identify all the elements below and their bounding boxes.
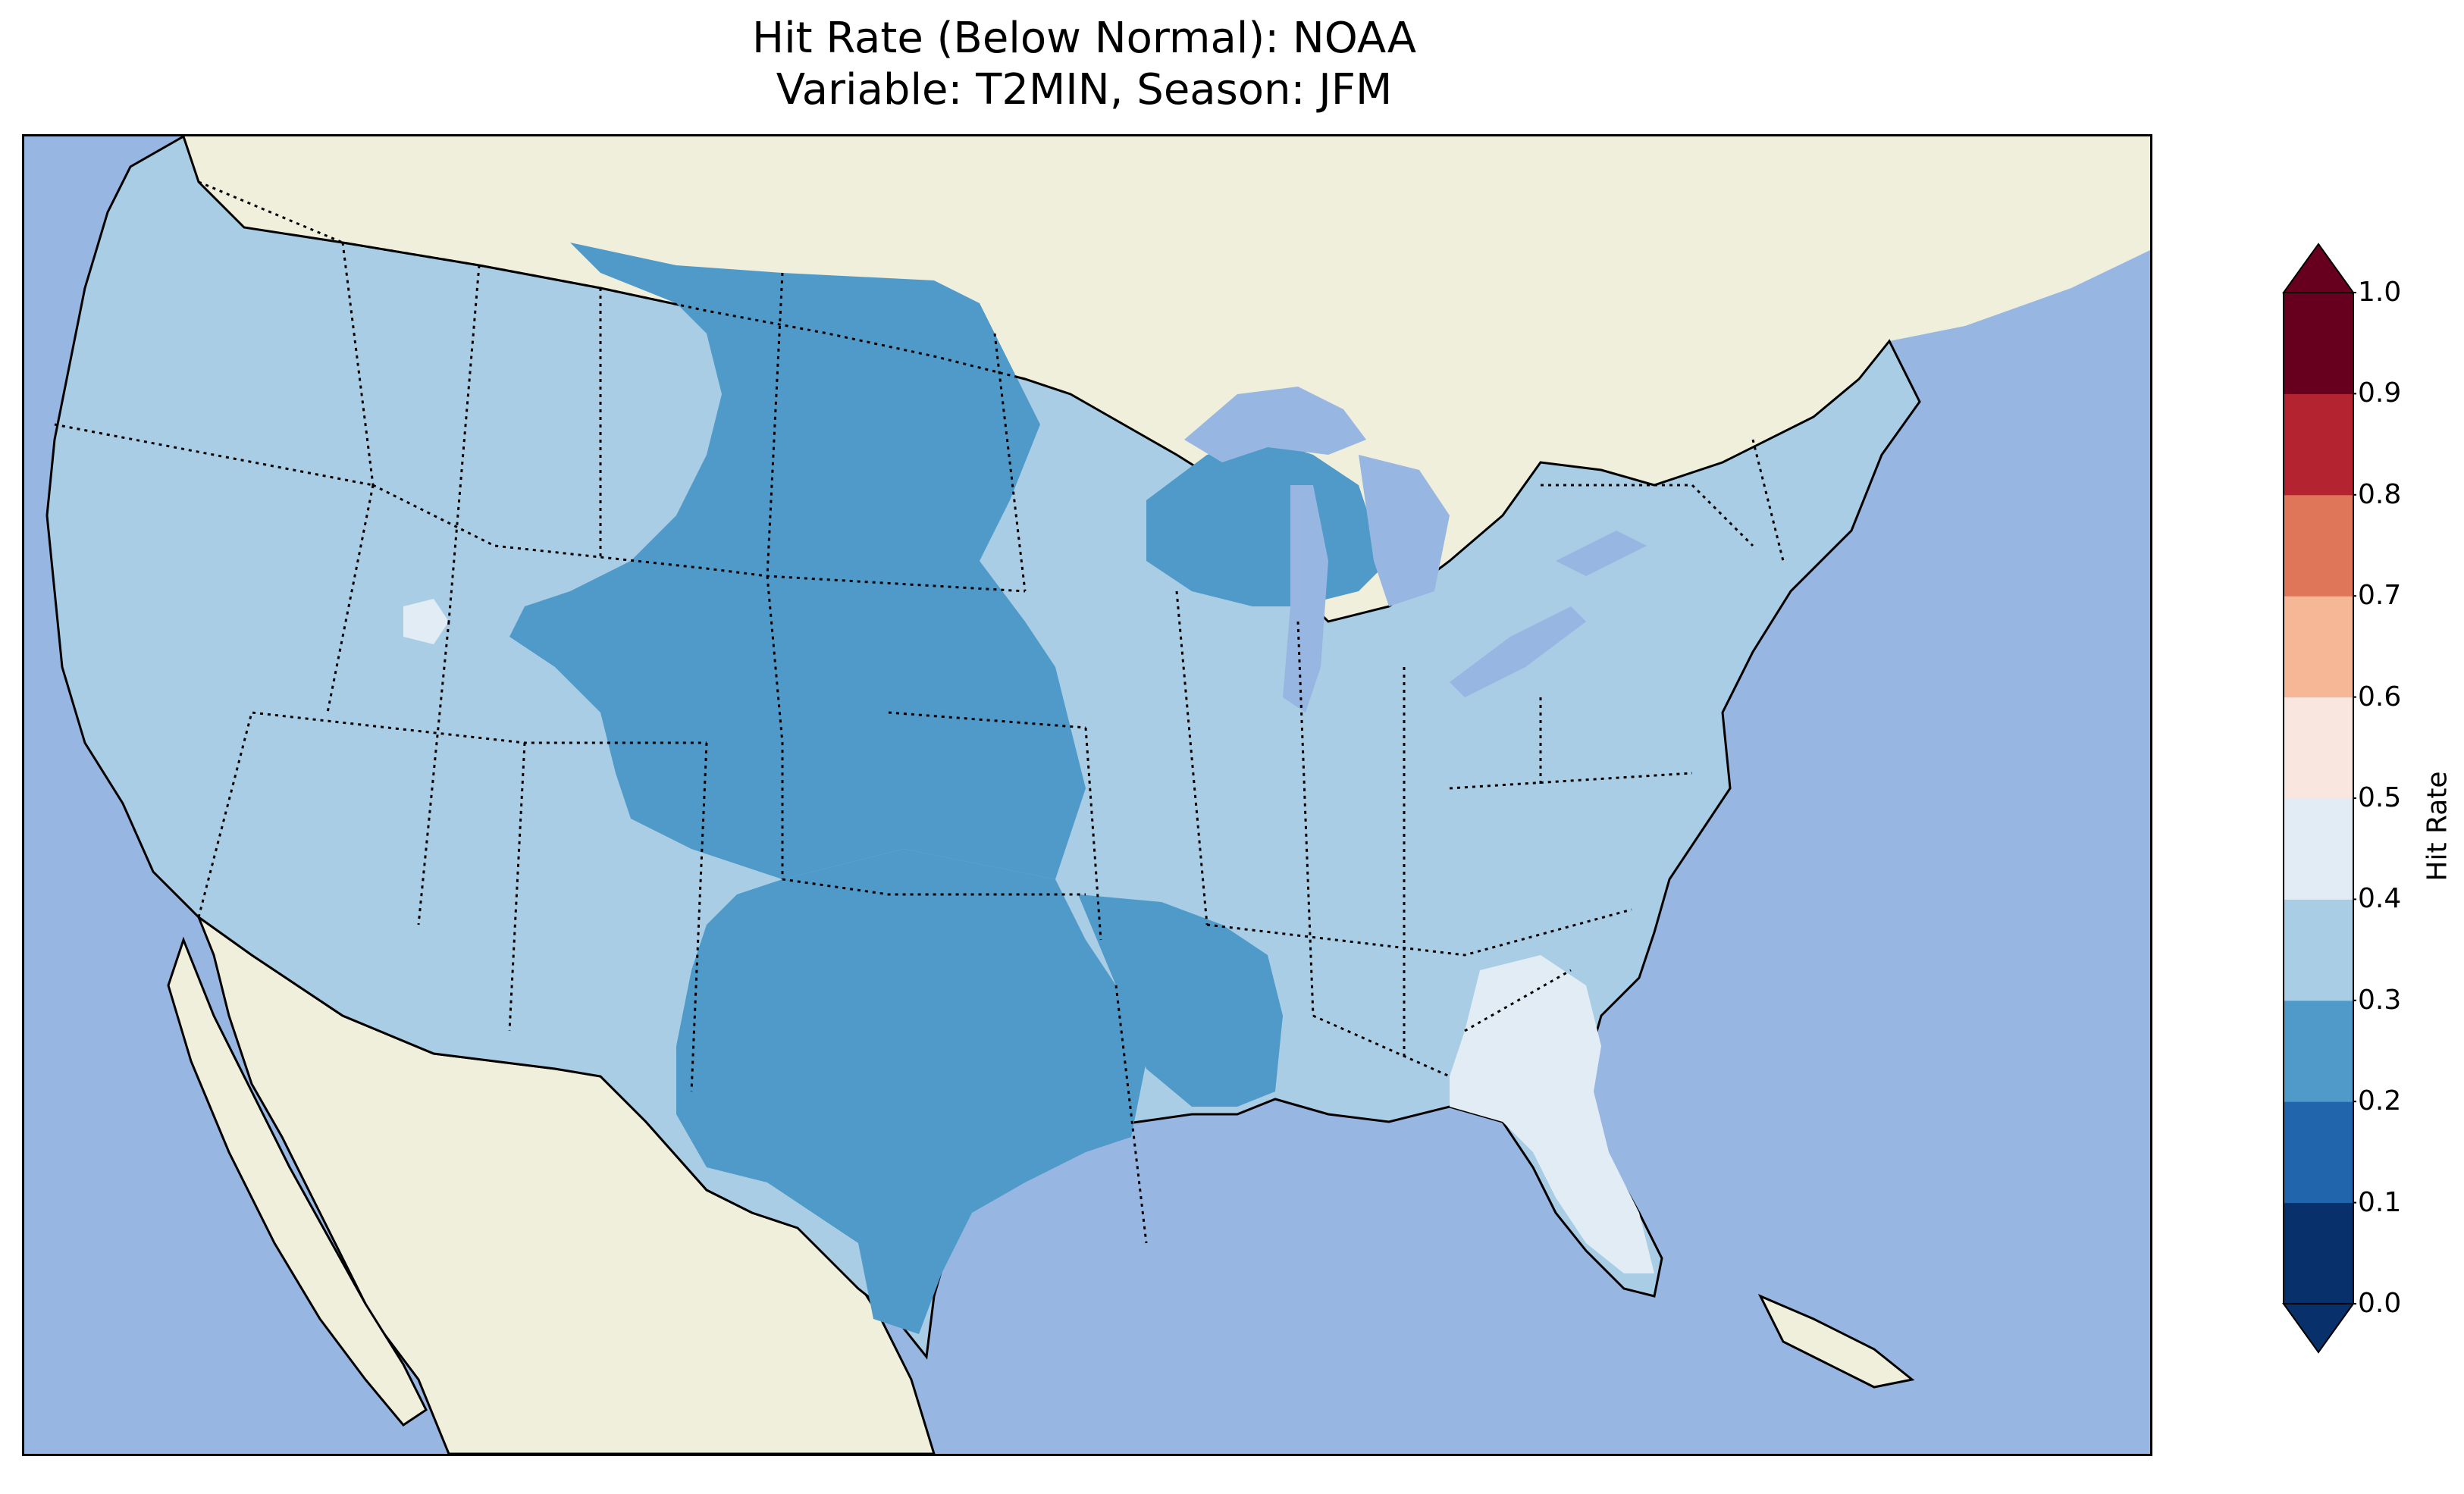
colorbar-tick-label: 0.0 [2358,1288,2402,1319]
colorbar-segment [2284,293,2353,394]
region-northern-utah [403,599,449,644]
lake-superior [1184,387,1366,462]
colorbar-segment [2284,1202,2353,1305]
colorbar-segment [2284,697,2353,799]
map-title: Hit Rate (Below Normal): NOAA [751,14,1417,63]
colorbar-segment [2284,393,2353,496]
region-florida-georgia [1450,955,1654,1273]
colorbar-tick-label: 0.7 [2358,580,2402,612]
colorbar-tick-label: 0.3 [2358,984,2402,1016]
colorbar-tick-label: 1.0 [2358,277,2402,308]
colorbar-extend-top [2282,243,2355,293]
lake-michigan [1283,485,1328,713]
colorbar-tick-label: 0.5 [2358,782,2402,813]
region-upper-great-lakes [1146,440,1389,606]
colorbar-tick-label: 0.1 [2358,1186,2402,1218]
canada-landmass [183,136,2150,622]
region-mississippi-valley [1078,894,1283,1107]
colorbar-label: Hit Rate [2422,771,2453,882]
colorbar-segments [2284,293,2353,1305]
colorbar-tick-label: 0.6 [2358,681,2402,713]
lake-erie [1450,606,1586,697]
state-borders [54,180,1785,1244]
colorbar-tick-label: 0.2 [2358,1085,2402,1117]
colorbar-segment [2284,494,2353,597]
map-canvas [24,136,2150,1454]
lake-ontario [1556,531,1647,576]
colorbar-extend-bottom [2282,1303,2355,1354]
baja-california [167,936,428,1427]
region-northern-central-plains [509,243,1086,879]
region-texas-oklahoma [676,849,1146,1334]
colorbar-segment [2284,1000,2353,1102]
colorbar-tick-label: 0.8 [2358,478,2402,510]
colorbar-segment [2284,899,2353,1001]
map-frame [22,134,2152,1456]
colorbar-tick-label: 0.4 [2358,883,2402,915]
colorbar-segment [2284,1101,2353,1204]
colorbar-segment [2284,798,2353,900]
colorbar-tick-label: 0.9 [2358,377,2402,409]
colorbar-ticks [2353,292,2356,1305]
map-subtitle: Variable: T2MIN, Season: JFM [776,65,1393,114]
colorbar-segment [2284,596,2353,698]
colorbar [2282,243,2356,1354]
cuba [1757,1294,1915,1389]
lake-huron [1359,455,1450,606]
